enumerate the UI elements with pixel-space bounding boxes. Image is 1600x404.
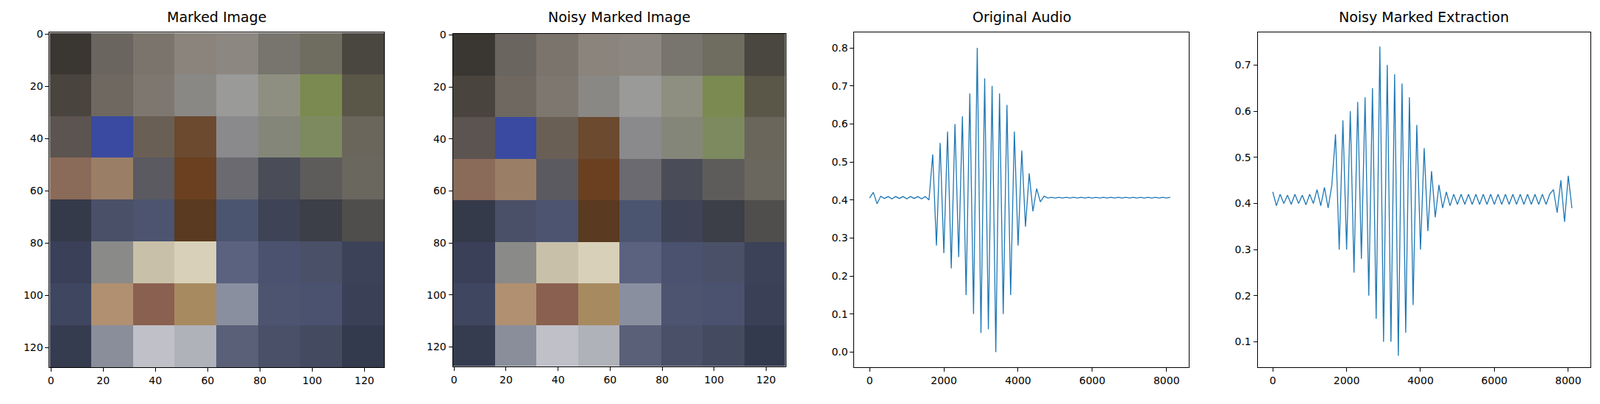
svg-text:40: 40 <box>551 373 565 386</box>
svg-text:40: 40 <box>148 374 162 387</box>
svg-text:80: 80 <box>433 236 447 249</box>
svg-text:Original Audio: Original Audio <box>972 8 1072 26</box>
svg-text:60: 60 <box>603 373 617 386</box>
svg-text:20: 20 <box>96 374 110 387</box>
svg-text:0: 0 <box>47 374 55 387</box>
svg-text:0.6: 0.6 <box>831 117 848 130</box>
svg-text:120: 120 <box>756 373 777 386</box>
svg-text:20: 20 <box>30 80 44 92</box>
svg-text:0.2: 0.2 <box>1234 289 1251 302</box>
svg-text:0.2: 0.2 <box>831 269 848 282</box>
svg-text:0.7: 0.7 <box>831 80 848 92</box>
svg-text:60: 60 <box>200 374 215 387</box>
svg-text:0.5: 0.5 <box>1234 151 1251 164</box>
svg-text:120: 120 <box>354 374 375 387</box>
svg-text:0.4: 0.4 <box>831 194 848 206</box>
svg-text:6000: 6000 <box>1481 374 1509 387</box>
svg-text:4000: 4000 <box>1004 374 1032 387</box>
svg-text:80: 80 <box>30 236 44 249</box>
svg-text:0.3: 0.3 <box>1234 243 1251 256</box>
svg-text:100: 100 <box>426 289 447 301</box>
svg-text:100: 100 <box>704 373 724 386</box>
svg-text:0.7: 0.7 <box>1234 58 1251 71</box>
svg-text:2000: 2000 <box>1333 374 1361 387</box>
svg-text:0.8: 0.8 <box>831 41 848 54</box>
svg-text:120: 120 <box>23 341 44 354</box>
svg-text:120: 120 <box>426 340 447 353</box>
svg-text:0: 0 <box>1269 374 1277 387</box>
svg-text:0.3: 0.3 <box>831 231 848 244</box>
svg-text:0: 0 <box>439 28 447 41</box>
svg-text:8000: 8000 <box>1555 374 1582 387</box>
svg-text:Noisy Marked Extraction: Noisy Marked Extraction <box>1338 8 1509 26</box>
svg-text:0: 0 <box>36 27 44 40</box>
svg-text:20: 20 <box>499 373 513 386</box>
svg-text:0.1: 0.1 <box>831 308 848 320</box>
svg-text:60: 60 <box>30 184 44 197</box>
svg-text:0: 0 <box>450 373 458 386</box>
svg-text:0.0: 0.0 <box>831 345 848 358</box>
svg-text:Noisy Marked Image: Noisy Marked Image <box>548 8 691 26</box>
svg-text:0: 0 <box>866 374 874 387</box>
svg-text:40: 40 <box>30 132 44 145</box>
svg-text:2000: 2000 <box>930 374 958 387</box>
svg-text:80: 80 <box>253 374 267 387</box>
svg-text:0.4: 0.4 <box>1234 197 1251 209</box>
svg-text:100: 100 <box>302 374 323 387</box>
svg-text:60: 60 <box>433 184 447 197</box>
svg-text:80: 80 <box>655 373 669 386</box>
svg-text:4000: 4000 <box>1407 374 1434 387</box>
svg-text:100: 100 <box>23 289 44 301</box>
svg-text:20: 20 <box>433 80 447 93</box>
svg-text:Marked Image: Marked Image <box>166 8 267 26</box>
svg-text:0.5: 0.5 <box>831 155 848 168</box>
svg-text:0.6: 0.6 <box>1234 105 1251 117</box>
svg-text:8000: 8000 <box>1153 374 1180 387</box>
svg-text:40: 40 <box>433 133 447 145</box>
svg-text:0.1: 0.1 <box>1234 335 1251 348</box>
svg-text:6000: 6000 <box>1079 374 1106 387</box>
